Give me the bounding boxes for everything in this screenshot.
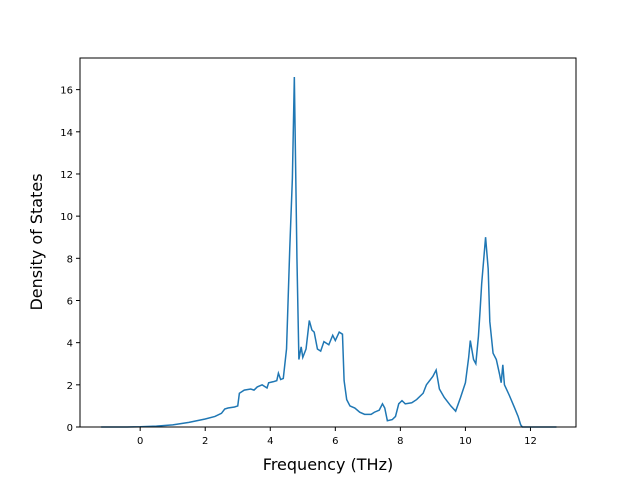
y-tick-label: 8 [67,254,73,265]
y-tick-label: 2 [67,381,73,392]
x-tick-label: 0 [137,436,143,447]
y-tick-label: 6 [67,296,73,307]
x-tick-label: 12 [524,436,537,447]
x-tick-label: 2 [202,436,208,447]
y-tick-label: 0 [67,423,73,434]
y-tick-label: 14 [60,128,73,139]
x-tick-label: 4 [267,436,273,447]
y-axis-label: Density of States [27,173,46,310]
plot-frame [79,57,577,428]
line [101,76,557,428]
x-axis-label: Frequency (THz) [263,455,393,474]
x-tick-label: 8 [397,436,403,447]
y-tick-label: 4 [67,339,73,350]
y-tick-label: 10 [60,212,73,223]
y-tick-label: 16 [60,86,73,97]
y-tick-label: 12 [60,170,73,181]
x-tick-label: 10 [459,436,472,447]
x-tick-label: 6 [332,436,338,447]
